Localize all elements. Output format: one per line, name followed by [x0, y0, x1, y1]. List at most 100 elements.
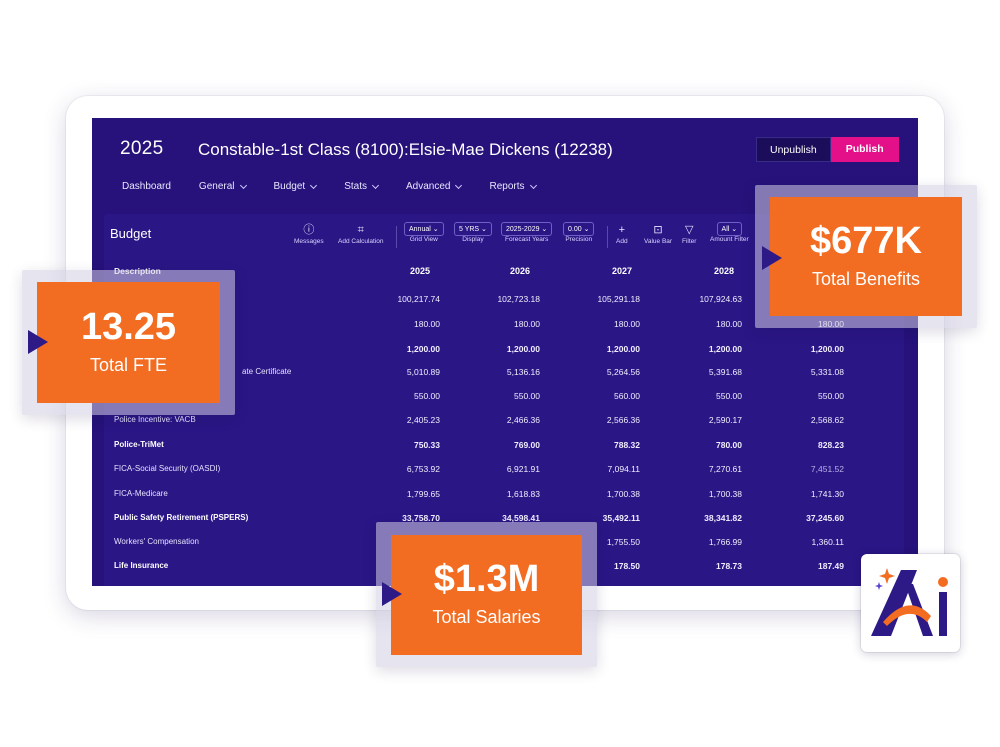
table-cell[interactable]: 788.32 — [614, 440, 640, 450]
table-cell[interactable]: 107,924.63 — [699, 294, 742, 304]
table-cell[interactable]: 5,010.89 — [406, 367, 440, 377]
main-nav: Dashboard General Budget Stats Advanced … — [122, 181, 564, 192]
publish-group: Unpublish Publish — [756, 137, 899, 162]
table-cell[interactable]: 5,331.08 — [810, 367, 844, 377]
table-cell[interactable]: 2,590.17 — [708, 415, 742, 425]
chevron-down-icon — [455, 181, 463, 189]
add-calculation-label: Add Calculation — [338, 238, 384, 245]
table-cell[interactable]: 100,217.74 — [397, 294, 440, 304]
table-cell[interactable]: 6,753.92 — [406, 464, 440, 474]
table-cell[interactable]: 2,405.23 — [406, 415, 440, 425]
nav-budget[interactable]: Budget — [274, 181, 318, 192]
add-tool[interactable]: + Add — [616, 222, 628, 245]
table-cell[interactable]: 1,700.38 — [606, 489, 640, 499]
add-calculation-tool[interactable]: ⌗ Add Calculation — [338, 222, 384, 245]
table-cell[interactable]: 1,200.00 — [810, 344, 844, 354]
row-label: FICA-Social Security (OASDI) — [114, 464, 221, 473]
table-cell[interactable]: 1,741.30 — [810, 489, 844, 499]
table-cell[interactable]: 105,291.18 — [597, 294, 640, 304]
amount-filter-label: Amount Filter — [710, 236, 749, 243]
table-cell[interactable]: 828.23 — [818, 440, 844, 450]
table-cell[interactable]: 2,568.62 — [810, 415, 844, 425]
table-cell[interactable]: 2,466.36 — [506, 415, 540, 425]
display-tool[interactable]: 5 YRS ⌄ Display — [454, 222, 492, 243]
value-bar-icon: ⊡ — [653, 224, 663, 236]
table-cell[interactable]: 7,451.52 — [810, 464, 844, 474]
table-cell[interactable]: 5,264.56 — [606, 367, 640, 377]
filter-tool[interactable]: ▽ Filter — [682, 222, 696, 245]
grid-view-select[interactable]: Annual ⌄ — [404, 222, 444, 236]
nav-dashboard[interactable]: Dashboard — [122, 181, 171, 192]
value-bar-label: Value Bar — [644, 238, 673, 245]
column-header-2026: 2026 — [510, 266, 531, 276]
table-cell[interactable]: 1,766.99 — [708, 537, 742, 547]
table-cell[interactable]: 750.33 — [414, 440, 440, 450]
table-cell[interactable]: 2,566.36 — [606, 415, 640, 425]
table-cell[interactable]: 102,723.18 — [497, 294, 540, 304]
value-bar-tool[interactable]: ⊡ Value Bar — [644, 222, 672, 245]
table-cell[interactable]: 1,200.00 — [406, 344, 440, 354]
table-cell[interactable]: 1,200.00 — [606, 344, 640, 354]
precision-tool[interactable]: 0.00 ⌄ Precision — [563, 222, 595, 243]
forecast-years-select[interactable]: 2025-2029 ⌄ — [501, 222, 553, 236]
row-label: FICA-Medicare — [114, 489, 168, 498]
precision-value: 0.00 — [568, 226, 582, 233]
table-cell[interactable]: 33,758.70 — [402, 513, 440, 523]
table-cell[interactable]: 550.00 — [414, 391, 440, 401]
table-cell[interactable]: 1,360.11 — [811, 537, 844, 547]
table-cell[interactable]: 37,245.60 — [806, 513, 844, 523]
row-label: Police Incentive: VACB — [114, 415, 196, 424]
messages-label: Messages — [294, 238, 324, 245]
publish-button[interactable]: Publish — [830, 137, 899, 162]
table-cell[interactable]: 780.00 — [716, 440, 742, 450]
nav-advanced[interactable]: Advanced — [406, 181, 463, 192]
amount-filter-select[interactable]: All ⌄ — [716, 222, 743, 236]
fte-value: 13.25 — [80, 306, 177, 348]
table-cell[interactable]: 550.00 — [514, 391, 540, 401]
table-cell[interactable]: 1,700.38 — [708, 489, 742, 499]
unpublish-button[interactable]: Unpublish — [756, 137, 831, 162]
nav-stats[interactable]: Stats — [344, 181, 380, 192]
table-cell[interactable]: 180.00 — [514, 319, 540, 329]
row-label: Police-TriMet — [114, 440, 164, 449]
display-label: Display — [462, 236, 484, 243]
table-cell[interactable]: 5,136.16 — [506, 367, 540, 377]
table-cell[interactable]: 560.00 — [614, 391, 640, 401]
table-cell[interactable]: 180.00 — [414, 319, 440, 329]
table-cell[interactable]: 1,799.65 — [406, 489, 440, 499]
forecast-years-label: Forecast Years — [504, 236, 549, 243]
table-cell[interactable]: 6,921.91 — [506, 464, 540, 474]
messages-tool[interactable]: ⓘ Messages — [294, 222, 324, 245]
precision-select[interactable]: 0.00 ⌄ — [563, 222, 595, 236]
table-cell[interactable]: 34,598.41 — [502, 513, 540, 523]
table-cell[interactable]: 769.00 — [514, 440, 540, 450]
table-cell[interactable]: 178.73 — [716, 561, 742, 571]
toolbar-divider — [607, 226, 608, 248]
display-value: 5 YRS — [459, 226, 480, 233]
table-cell[interactable]: 550.00 — [716, 391, 742, 401]
table-cell[interactable]: 1,618.83 — [506, 489, 540, 499]
table-cell[interactable]: 35,492.11 — [602, 513, 640, 523]
table-cell[interactable]: 180.00 — [716, 319, 742, 329]
table-cell[interactable]: 38,341.82 — [704, 513, 742, 523]
grid-view-tool[interactable]: Annual ⌄ Grid View — [404, 222, 444, 243]
table-cell[interactable]: 550.00 — [818, 391, 844, 401]
play-icon — [28, 330, 48, 354]
table-cell[interactable]: 7,094.11 — [607, 464, 640, 474]
table-cell[interactable]: 187.49 — [818, 561, 844, 571]
table-cell[interactable]: 1,200.00 — [506, 344, 540, 354]
table-cell[interactable]: 5,391.68 — [708, 367, 742, 377]
table-cell[interactable]: 180.00 — [614, 319, 640, 329]
table-cell[interactable]: 7,270.61 — [708, 464, 742, 474]
amount-filter-tool[interactable]: All ⌄ Amount Filter — [710, 222, 749, 243]
forecast-years-tool[interactable]: 2025-2029 ⌄ Forecast Years — [501, 222, 553, 243]
nav-reports[interactable]: Reports — [489, 181, 537, 192]
table-cell[interactable]: 1,755.50 — [606, 537, 640, 547]
table-cell[interactable]: 1,200.00 — [708, 344, 742, 354]
nav-general[interactable]: General — [199, 181, 247, 192]
display-select[interactable]: 5 YRS ⌄ — [454, 222, 492, 236]
nav-dashboard-label: Dashboard — [122, 181, 171, 192]
salaries-callout: $1.3M Total Salaries — [391, 535, 582, 655]
amount-filter-value: All — [721, 226, 730, 233]
table-cell[interactable]: 178.50 — [614, 561, 640, 571]
